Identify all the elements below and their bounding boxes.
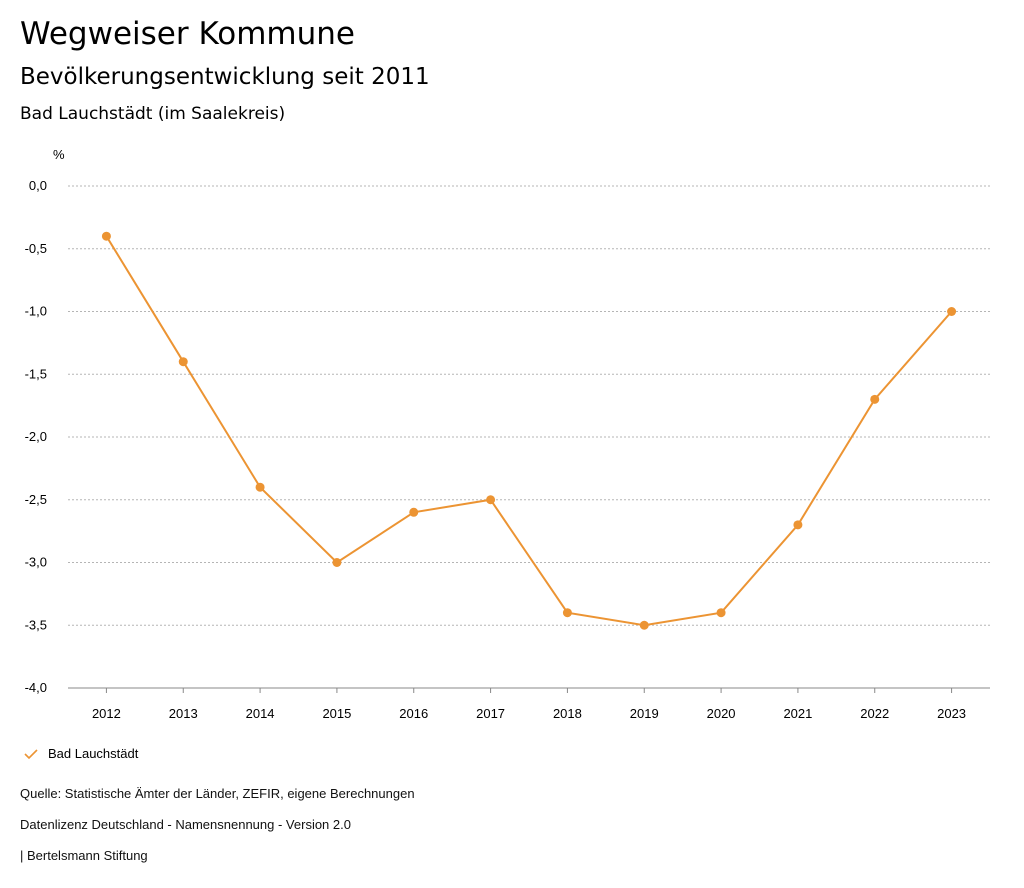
data-point [255,482,265,492]
data-point [716,608,726,618]
y-axis-label: % [53,147,65,162]
x-tick-label: 2018 [553,706,582,721]
x-tick-label: 2017 [476,706,505,721]
data-point [486,495,496,505]
data-point [793,520,803,530]
legend-label: Bad Lauchstädt [48,746,139,761]
y-tick-label: -0,5 [25,241,47,256]
y-tick-label: -2,0 [25,429,47,444]
data-point [178,357,188,367]
x-tick-label: 2020 [707,706,736,721]
x-tick-label: 2015 [322,706,351,721]
data-point [639,620,649,630]
x-tick-label: 2014 [246,706,275,721]
line-chart: % 0,0 -0,5 -1,0 -1,5 -2,0 -2,5 -3,0 -3,5 -4,0 2012… [25,147,990,721]
x-tick-label: 2021 [783,706,812,721]
y-tick-label: -1,5 [25,366,47,381]
x-tick-label: 2012 [92,706,121,721]
x-tick-label: 2023 [937,706,966,721]
legend[interactable]: Bad Lauchstädt [24,746,138,761]
y-tick-label: 0,0 [29,178,47,193]
x-tick-label: 2016 [399,706,428,721]
x-tick-label: 2019 [630,706,659,721]
y-tick-label: -3,0 [25,555,47,570]
checkmark-icon [24,748,38,759]
license-note: Datenlizenz Deutschland - Namensnennung … [20,817,351,832]
x-tick-label: 2013 [169,706,198,721]
data-point [332,558,342,567]
publisher-note: | Bertelsmann Stiftung [20,848,148,863]
page-title: Wegweiser Kommune [20,16,355,52]
source-note: Quelle: Statistische Ämter der Länder, Z… [20,786,415,801]
y-tick-label: -1,0 [25,304,47,319]
chart-subtitle: Bevölkerungsentwicklung seit 2011 [20,64,430,90]
y-tick-label: -4,0 [25,680,47,695]
series-line [105,235,953,627]
region-label: Bad Lauchstädt (im Saalekreis) [20,104,286,124]
y-tick-label: -2,5 [25,492,47,507]
data-point [947,307,957,316]
data-point [870,394,880,404]
data-point [101,231,111,241]
y-tick-label: -3,5 [25,617,47,632]
data-point [562,608,572,618]
data-point [409,507,419,517]
x-tick-label: 2022 [860,706,889,721]
